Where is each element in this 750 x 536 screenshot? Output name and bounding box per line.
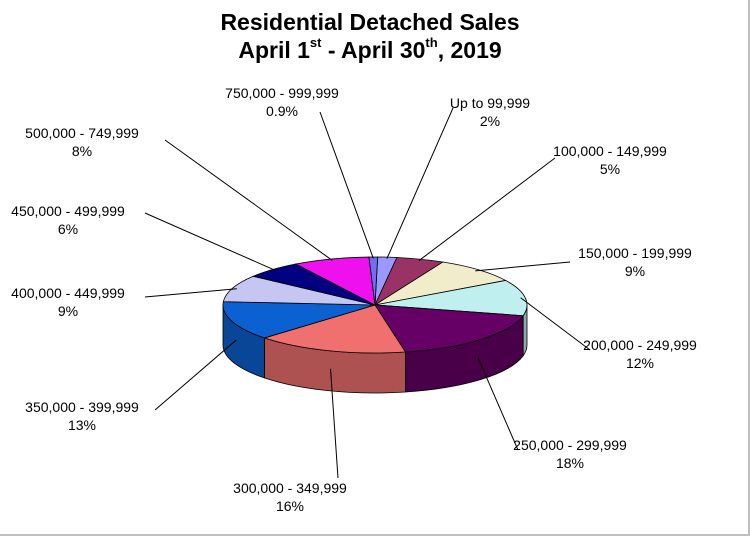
- slice-percent-10: 8%: [72, 143, 92, 159]
- leader-line-9: [144, 212, 276, 272]
- slice-label-9: 450,000 - 499,999: [11, 203, 125, 219]
- slice-label-2: 100,000 - 149,999: [553, 143, 667, 159]
- slice-label-10: 500,000 - 749,999: [25, 125, 139, 141]
- leader-line-2: [418, 157, 556, 261]
- slice-label-11: 750,000 - 999,999: [225, 85, 339, 101]
- chart-title: Residential Detached Sales April 1st - A…: [0, 8, 740, 64]
- pie-sides: [222, 304, 528, 394]
- slice-label-3: 150,000 - 199,999: [578, 245, 692, 261]
- slice-labels: Up to 99,999 2% 100,000 - 149,999 5% 150,000…: [11, 85, 697, 514]
- slice-percent-2: 5%: [600, 161, 620, 177]
- leader-lines: [144, 107, 591, 479]
- slice-percent-11: 0.9%: [266, 103, 298, 119]
- slice-percent-5: 18%: [556, 455, 584, 471]
- pie-slice-8: [222, 275, 376, 306]
- slice-percent-1: 2%: [480, 113, 500, 129]
- title-sup-th: th: [425, 35, 438, 51]
- leader-line-4: [520, 297, 591, 351]
- slice-label-4: 200,000 - 249,999: [583, 337, 697, 353]
- leader-line-6: [330, 368, 339, 479]
- leader-line-1: [386, 107, 454, 259]
- pie-slice-6: [263, 304, 407, 354]
- pie-slice-5: [374, 304, 524, 353]
- slice-label-6: 300,000 - 349,999: [233, 480, 347, 496]
- leader-line-10: [164, 139, 333, 261]
- leader-line-3: [475, 261, 571, 272]
- title-sup-st: st: [309, 35, 322, 51]
- chart-title-line2: April 1st - April 30th, 2019: [0, 36, 740, 64]
- slice-label-1: Up to 99,999: [450, 95, 530, 111]
- pie-slice-3: [374, 261, 507, 306]
- title-date-start: April 1: [238, 37, 310, 63]
- leader-line-11: [319, 111, 374, 259]
- slice-label-5: 250,000 - 299,999: [513, 437, 627, 453]
- slice-percent-8: 9%: [58, 303, 78, 319]
- leader-line-5: [477, 357, 519, 451]
- slice-percent-6: 16%: [276, 498, 304, 514]
- chart-title-line1: Residential Detached Sales: [220, 9, 520, 35]
- pie-slice-4: [374, 280, 528, 317]
- title-date-end: - April 30: [321, 37, 426, 63]
- pie-slice-7: [222, 301, 376, 339]
- title-year: , 2019: [437, 37, 502, 63]
- slice-percent-7: 13%: [68, 417, 96, 433]
- slice-label-8: 400,000 - 449,999: [11, 285, 125, 301]
- pie-tops: [222, 256, 528, 354]
- leader-line-7: [154, 339, 237, 411]
- leader-line-8: [144, 288, 237, 298]
- slice-percent-4: 12%: [626, 355, 654, 371]
- slice-label-7: 350,000 - 399,999: [25, 399, 139, 415]
- slice-percent-9: 6%: [58, 221, 78, 237]
- slice-percent-3: 9%: [625, 263, 645, 279]
